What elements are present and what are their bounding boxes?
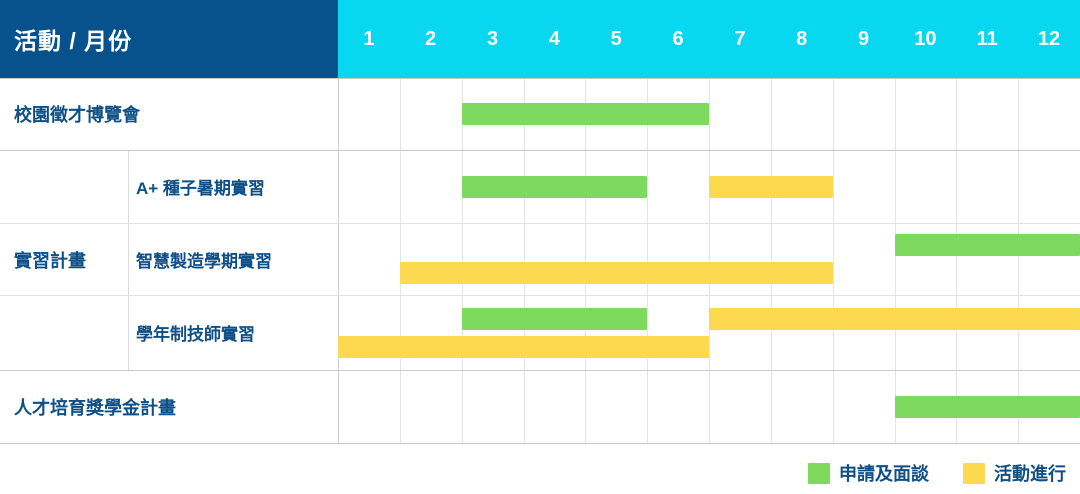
month-header-8: 8 [796, 27, 808, 50]
grid-line-month-6 [647, 78, 649, 443]
grid-line-month-2 [399, 78, 401, 443]
chart-body: 校園徵才博覽會 實習計畫 A+ 種子暑期實習 智慧製造學期實習 學年制技師實習人才培育獎… [0, 78, 1080, 444]
month-header-4: 4 [548, 27, 560, 50]
grid-line-month-12 [1018, 78, 1020, 443]
gantt-bar-4-0 [894, 395, 1080, 418]
row-label-4: 人才培育獎學金計畫 [14, 397, 176, 418]
grid-line-month-3 [461, 78, 463, 443]
legend-item-0: 申請及面談 [808, 460, 929, 486]
row-separator [0, 295, 1080, 296]
legend-swatch-green [808, 462, 830, 484]
row-separator [0, 150, 1080, 151]
month-header-3: 3 [487, 27, 499, 50]
month-header-6: 6 [672, 27, 684, 50]
legend-item-1: 活動進行 [963, 460, 1066, 486]
row-label-2: 智慧製造學期實習 [136, 251, 272, 271]
grid-line-month-11 [956, 78, 958, 443]
row-label-1: A+ 種子暑期實習 [136, 179, 265, 198]
group-sublabel-divider [128, 150, 129, 370]
row-separator [0, 223, 1080, 224]
month-header-10: 10 [914, 27, 937, 50]
gantt-bar-1-1 [709, 175, 833, 198]
month-header-7: 7 [734, 27, 746, 50]
legend-label-0: 申請及面談 [839, 464, 929, 484]
month-header-9: 9 [857, 27, 870, 50]
month-header-2: 2 [425, 27, 437, 50]
row-label-0: 校園徵才博覽會 [14, 105, 140, 125]
gantt-bar-2-1 [399, 262, 833, 284]
grid-line-month-4 [523, 78, 525, 443]
header-activity-month-label: 活動 / 月份 [0, 0, 338, 78]
row-separator [0, 370, 1080, 371]
grid-line-month-5 [585, 78, 587, 443]
row-label-3: 學年制技師實習 [136, 325, 255, 344]
month-header-5: 5 [610, 27, 622, 50]
month-header-1: 1 [363, 27, 375, 50]
legend-label-1: 活動進行 [994, 464, 1066, 484]
row-separator [0, 78, 1080, 79]
month-header-12: 12 [1037, 27, 1061, 50]
gantt-bar-2-0 [894, 234, 1080, 256]
chart-left-border [338, 78, 339, 443]
grid-line-month-7 [709, 78, 710, 443]
month-header-row: 1 2 3 4 5 6 7 8 9 10 11 12 [338, 0, 1080, 78]
grid-line-month-8 [770, 78, 772, 443]
gantt-bar-3-0 [461, 307, 648, 330]
gantt-bar-1-0 [461, 175, 648, 198]
group-label-internship-plan: 實習計畫 [14, 251, 86, 271]
gantt-bar-0-0 [461, 103, 709, 125]
legend-swatch-yellow [963, 462, 985, 484]
table-bottom-border [0, 443, 1080, 444]
gantt-bar-3-1 [709, 307, 1080, 330]
gantt-bar-3-2 [338, 335, 709, 358]
grid-line-month-9 [832, 78, 834, 443]
month-header-11: 11 [976, 27, 998, 50]
grid-line-month-10 [894, 78, 896, 443]
legend: 申請及面談 活動進行 [0, 452, 1080, 494]
